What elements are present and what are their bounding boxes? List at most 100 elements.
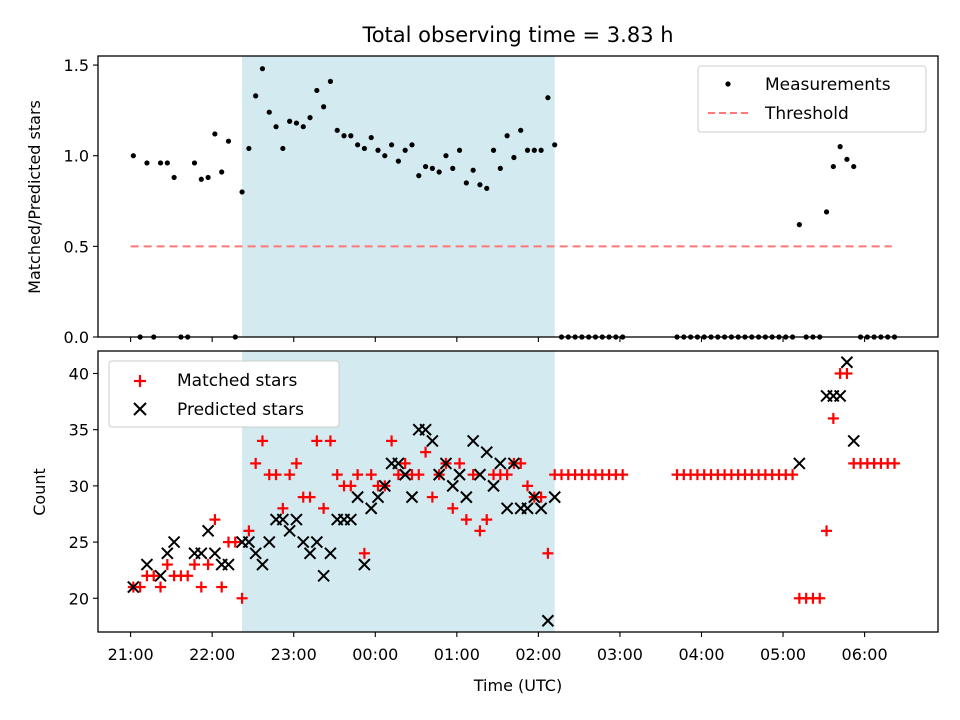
top-y-axis-title: Matched/Predicted stars <box>25 100 44 294</box>
measurement-point <box>198 176 204 182</box>
xtick-label: 03:00 <box>597 645 643 664</box>
measurement-point <box>355 142 361 148</box>
matched-stars-points <box>127 367 901 604</box>
measurement-point <box>511 154 517 161</box>
predicted-star-point <box>541 614 555 627</box>
matched-star-point <box>182 570 194 582</box>
predicted-star-point <box>167 535 181 549</box>
matched-star-point <box>467 469 479 481</box>
measurement-point <box>273 124 279 130</box>
predicted-star-point <box>256 558 269 571</box>
xtick-label: 23:00 <box>271 645 317 664</box>
measurement-point <box>429 165 435 171</box>
predicted-star-point <box>793 457 806 470</box>
bottom-legend-box <box>108 360 340 428</box>
matched-star-point <box>787 469 799 481</box>
matched-star-point <box>155 581 167 593</box>
matched-star-point <box>841 367 853 379</box>
predicted-star-point <box>521 502 534 515</box>
top-ytick-label: 1.0 <box>64 147 89 166</box>
matched-star-point <box>209 514 221 526</box>
measurement-point <box>348 133 354 139</box>
matched-star-point <box>345 480 357 492</box>
predicted-star-point <box>195 547 208 560</box>
predicted-stars-points <box>127 356 860 627</box>
bottom-y-ticks: 20 25 30 35 40 <box>69 364 98 608</box>
predicted-star-point <box>303 547 317 560</box>
predicted-star-point <box>290 513 303 526</box>
measurement-point <box>225 138 232 144</box>
measurement-point <box>164 160 170 166</box>
predicted-star-point <box>548 490 561 504</box>
measurement-point <box>477 182 483 188</box>
predicted-star-point <box>249 547 262 560</box>
predicted-star-point <box>324 547 337 560</box>
bottom-ytick-label: 20 <box>69 589 89 608</box>
predicted-star-point <box>378 479 392 493</box>
matched-star-point <box>270 469 282 481</box>
predicted-star-point <box>446 479 459 493</box>
measurement-point <box>246 145 252 152</box>
matched-star-point <box>161 559 173 571</box>
measurement-point <box>490 147 497 153</box>
measurement-point <box>436 169 442 175</box>
predicted-star-point <box>460 490 473 504</box>
measurement-point <box>844 156 850 162</box>
matched-star-point <box>236 592 248 604</box>
matched-star-point <box>454 457 466 469</box>
chart-title: Total observing time = 3.83 h <box>361 23 673 47</box>
bottom-y-axis-title: Count <box>30 468 49 516</box>
matched-star-point <box>542 547 554 559</box>
predicted-star-point <box>473 468 487 481</box>
measurement-point <box>823 209 830 215</box>
measurement-point <box>382 153 388 159</box>
predicted-star-point <box>480 445 493 459</box>
top-y-ticks: 0.0 0.5 1.0 1.5 <box>64 56 98 347</box>
measurement-point <box>409 142 415 148</box>
matched-star-point <box>420 446 432 458</box>
measurement-point <box>130 153 136 159</box>
legend-label-predicted: Predicted stars <box>177 400 304 420</box>
matched-star-point <box>358 547 370 559</box>
measurement-point <box>484 185 490 191</box>
predicted-star-point <box>263 535 276 549</box>
measurement-point <box>470 167 476 173</box>
matched-star-point <box>399 457 411 469</box>
measurement-point <box>368 134 374 141</box>
top-ytick-label: 1.5 <box>64 56 89 75</box>
predicted-star-point <box>507 457 521 470</box>
measurement-point <box>416 173 422 179</box>
predicted-star-point <box>494 457 507 470</box>
matched-star-point <box>229 536 241 548</box>
top-ytick-label: 0.0 <box>64 328 89 347</box>
measurement-point <box>259 66 266 72</box>
measurement-point <box>450 165 456 171</box>
measurement-point <box>422 163 429 170</box>
legend-label-matched: Matched stars <box>177 371 297 391</box>
measurement-point <box>443 153 449 159</box>
measurement-point <box>287 118 293 124</box>
measurement-point <box>504 133 510 139</box>
measurement-point <box>280 145 286 152</box>
top-x-ticks <box>130 337 866 342</box>
predicted-star-point <box>833 389 847 403</box>
matched-star-point <box>481 514 493 526</box>
x-axis-title: Time (UTC) <box>473 676 562 695</box>
predicted-star-point <box>528 490 541 504</box>
measurement-point <box>334 127 340 133</box>
bottom-axes-frame <box>97 350 939 633</box>
predicted-star-point <box>840 356 854 369</box>
xtick-label: 21:00 <box>108 645 154 664</box>
matched-star-point <box>318 502 330 514</box>
predicted-star-point <box>358 558 371 571</box>
matched-star-point <box>290 457 302 469</box>
matched-star-point <box>352 469 364 481</box>
predicted-star-point <box>439 457 453 470</box>
matched-star-point <box>277 502 289 514</box>
predicted-star-point <box>500 502 514 515</box>
measurement-point <box>837 144 843 150</box>
predicted-star-point <box>317 569 330 583</box>
xtick-label: 02:00 <box>515 645 561 664</box>
matched-star-point <box>889 457 901 469</box>
predicted-star-point <box>487 479 500 493</box>
